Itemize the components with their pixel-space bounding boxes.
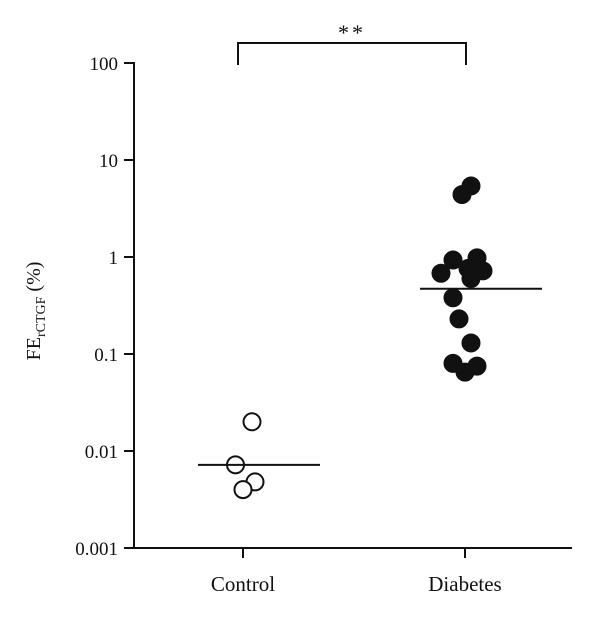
axes: [133, 62, 572, 549]
data-point-open: [242, 412, 262, 432]
x-category-label: Diabetes: [428, 572, 501, 596]
x-categories: Control Diabetes: [211, 548, 502, 596]
y-tick-label: 0.01: [85, 442, 118, 463]
data-point-filled: [449, 309, 469, 329]
y-tick-label: 0.1: [94, 345, 118, 366]
data-point-filled: [461, 333, 481, 353]
data-point-filled: [443, 250, 463, 270]
y-axis-label-main: FE: [23, 337, 45, 360]
significance-bracket-line: [237, 42, 467, 65]
median-lines: [198, 287, 542, 466]
data-point-filled: [443, 288, 463, 308]
y-axis-label-unit: (%): [23, 262, 45, 297]
y-tick-label: 0.001: [75, 539, 118, 560]
data-point-filled: [455, 362, 475, 382]
y-axis-label-subscript: rCTGF: [34, 296, 49, 337]
significance-label: **: [338, 20, 366, 45]
data-points: [226, 176, 493, 500]
y-tick-label: 10: [99, 151, 118, 172]
y-axis-label: FErCTGF (%): [23, 262, 49, 361]
data-point-open: [233, 480, 253, 500]
data-point-filled: [461, 269, 481, 289]
y-ticks: 100 10 1 0.1 0.01 0.001: [75, 54, 134, 560]
data-point-filled: [452, 185, 472, 205]
y-tick-label: 100: [90, 54, 119, 75]
data-point-filled: [431, 263, 451, 283]
y-tick-label: 1: [109, 248, 119, 269]
significance-bracket: **: [237, 20, 467, 65]
x-category-label: Control: [211, 572, 275, 596]
